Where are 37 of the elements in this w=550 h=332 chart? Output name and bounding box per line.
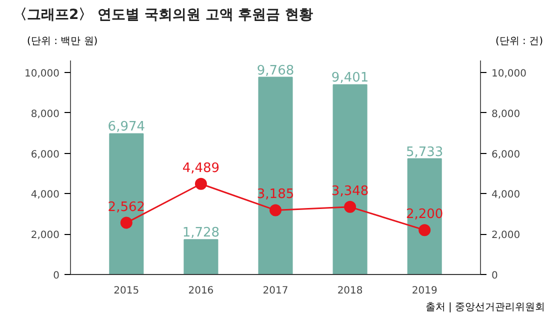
point bbox=[344, 200, 356, 213]
y-tick-label: 8,000 bbox=[30, 108, 60, 120]
chart-title: 〈그래프2〉 연도별 국회의원 고액 후원금 현황 bbox=[13, 6, 314, 25]
y-axis-title: (단위 : 백만 원) bbox=[27, 35, 98, 49]
bar bbox=[184, 239, 218, 274]
y-tick-label: 10,000 bbox=[24, 68, 60, 80]
data-label: 9,401 bbox=[331, 70, 369, 86]
x-tick-label: 2017 bbox=[262, 286, 288, 296]
data-label: 6,974 bbox=[108, 120, 146, 135]
bar bbox=[109, 133, 144, 274]
x-tick-label: 2019 bbox=[412, 286, 438, 296]
y2-tick-label: 6,000 bbox=[492, 149, 520, 160]
y-tick-label: 0 bbox=[53, 270, 60, 282]
data-label: 5,733 bbox=[406, 144, 444, 160]
y2-tick-label: 4,000 bbox=[492, 190, 520, 201]
y-tick-label: 4,000 bbox=[30, 190, 60, 201]
x-tick-label: 2016 bbox=[188, 286, 214, 296]
y2-tick-label: 2,000 bbox=[492, 230, 520, 242]
point bbox=[120, 216, 132, 229]
y2-axis-title: (단위 : 건) bbox=[495, 35, 543, 49]
bar bbox=[332, 84, 368, 274]
source-note: 출처 | 중앙선거관리위원회 bbox=[425, 301, 545, 315]
y2-tick-label: 0 bbox=[492, 270, 498, 282]
point bbox=[194, 178, 207, 190]
y2-tick-label: 8,000 bbox=[492, 108, 520, 120]
bar bbox=[258, 76, 293, 274]
x-tick-label: 2015 bbox=[114, 286, 140, 296]
x-tick-label: 2018 bbox=[337, 286, 363, 296]
y-tick-label: 2,000 bbox=[30, 230, 60, 242]
point bbox=[418, 224, 431, 236]
y-tick-label: 6,000 bbox=[30, 149, 60, 160]
data-label: 9,768 bbox=[256, 63, 294, 78]
bar bbox=[407, 158, 442, 274]
data-label: 4,489 bbox=[182, 160, 220, 176]
data-label: 1,728 bbox=[182, 226, 220, 241]
point bbox=[270, 204, 282, 216]
y2-tick-label: 10,000 bbox=[492, 68, 526, 80]
